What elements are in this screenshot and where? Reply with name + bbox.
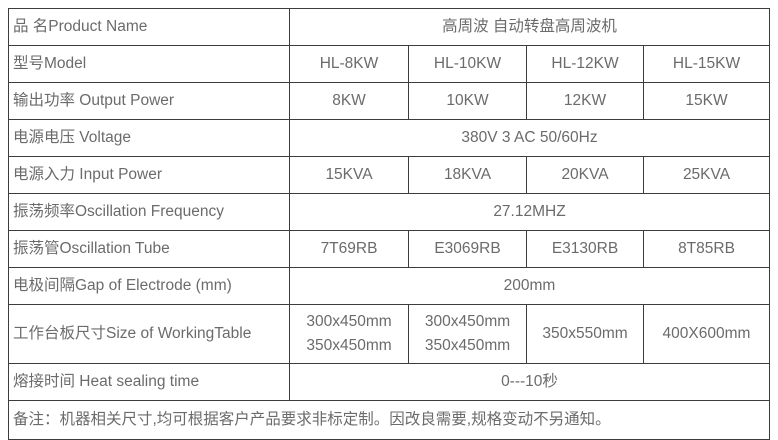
cell-oscillation-tube-col1: 7T69RB	[289, 230, 409, 268]
row-label-input-power: 电源入力 Input Power	[8, 156, 290, 194]
cell-oscillation-tube-col2: E3069RB	[408, 230, 527, 268]
row-label-gap-of-electrode: 电极间隔Gap of Electrode (mm)	[8, 267, 290, 305]
table-row-oscillation-tube: 振荡管Oscillation Tube 7T69RB E3069RB E3130…	[8, 230, 770, 268]
cell-model-col1: HL-8KW	[289, 45, 409, 83]
cell-input-power-col1: 15KVA	[289, 156, 409, 194]
row-value-oscillation-frequency: 27.12MHZ	[289, 193, 770, 231]
table-row-heat-sealing-time: 熔接时间 Heat sealing time 0---10秒	[8, 363, 770, 401]
cell-oscillation-tube-col4: 8T85RB	[643, 230, 770, 268]
row-value-heat-sealing-time: 0---10秒	[289, 363, 770, 401]
specification-table: 品 名Product Name 高周波 自动转盘高周波机 型号Model HL-…	[8, 8, 770, 440]
cell-input-power-col4: 25KVA	[643, 156, 770, 194]
row-label-product-name: 品 名Product Name	[8, 8, 290, 46]
table-body: 品 名Product Name 高周波 自动转盘高周波机 型号Model HL-…	[8, 8, 770, 440]
working-table-col1-line2: 350x450mm	[306, 337, 392, 354]
row-label-oscillation-tube: 振荡管Oscillation Tube	[8, 230, 290, 268]
table-row-voltage: 电源电压 Voltage 380V 3 AC 50/60Hz	[8, 119, 770, 157]
row-value-product-name: 高周波 自动转盘高周波机	[289, 8, 770, 46]
row-label-heat-sealing-time: 熔接时间 Heat sealing time	[8, 363, 290, 401]
cell-output-power-col4: 15KW	[643, 82, 770, 120]
cell-model-col4: HL-15KW	[643, 45, 770, 83]
row-value-voltage: 380V 3 AC 50/60Hz	[289, 119, 770, 157]
row-label-output-power: 输出功率 Output Power	[8, 82, 290, 120]
cell-oscillation-tube-col3: E3130RB	[526, 230, 644, 268]
table-row-product-name: 品 名Product Name 高周波 自动转盘高周波机	[8, 8, 770, 46]
row-label-size-of-working-table: 工作台板尺寸Size of WorkingTable	[8, 304, 290, 364]
cell-model-col2: HL-10KW	[408, 45, 527, 83]
cell-working-table-col3: 350x550mm	[526, 304, 644, 364]
table-row-input-power: 电源入力 Input Power 15KVA 18KVA 20KVA 25KVA	[8, 156, 770, 194]
table-row-size-of-working-table: 工作台板尺寸Size of WorkingTable 300x450mm 350…	[8, 304, 770, 364]
cell-output-power-col3: 12KW	[526, 82, 644, 120]
row-value-gap-of-electrode: 200mm	[289, 267, 770, 305]
table-row-gap-of-electrode: 电极间隔Gap of Electrode (mm) 200mm	[8, 267, 770, 305]
cell-input-power-col3: 20KVA	[526, 156, 644, 194]
row-label-oscillation-frequency: 振荡频率Oscillation Frequency	[8, 193, 290, 231]
cell-input-power-col2: 18KVA	[408, 156, 527, 194]
working-table-col1-line1: 300x450mm	[306, 312, 392, 330]
specification-sheet: 品 名Product Name 高周波 自动转盘高周波机 型号Model HL-…	[8, 8, 770, 440]
footer-note: 备注：机器相关尺寸,均可根据客户产品要求非标定制。因改良需要,规格变动不另通知。	[8, 400, 770, 440]
cell-working-table-col4: 400X600mm	[643, 304, 770, 364]
table-row-oscillation-frequency: 振荡频率Oscillation Frequency 27.12MHZ	[8, 193, 770, 231]
working-table-col2-line2: 350x450mm	[424, 337, 511, 354]
table-row-output-power: 输出功率 Output Power 8KW 10KW 12KW 15KW	[8, 82, 770, 120]
cell-output-power-col1: 8KW	[289, 82, 409, 120]
cell-working-table-col1: 300x450mm 350x450mm	[289, 304, 409, 364]
cell-output-power-col2: 10KW	[408, 82, 527, 120]
cell-model-col3: HL-12KW	[526, 45, 644, 83]
row-label-model: 型号Model	[8, 45, 290, 83]
table-row-footer-note: 备注：机器相关尺寸,均可根据客户产品要求非标定制。因改良需要,规格变动不另通知。	[8, 400, 770, 440]
working-table-col2-line1: 300x450mm	[424, 312, 511, 330]
cell-working-table-col2: 300x450mm 350x450mm	[408, 304, 527, 364]
table-row-model: 型号Model HL-8KW HL-10KW HL-12KW HL-15KW	[8, 45, 770, 83]
row-label-voltage: 电源电压 Voltage	[8, 119, 290, 157]
